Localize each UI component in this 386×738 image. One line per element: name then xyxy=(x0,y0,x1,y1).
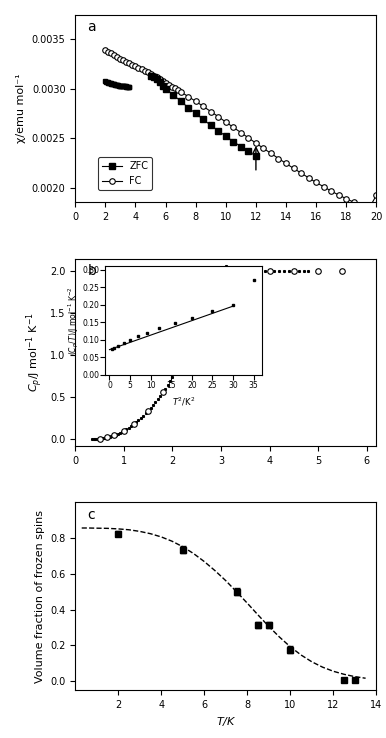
Text: c: c xyxy=(87,508,95,522)
ZFC xyxy=(163,84,168,93)
Line: FC: FC xyxy=(103,47,379,211)
Text: b: b xyxy=(87,264,96,278)
ZFC xyxy=(239,142,243,151)
FC xyxy=(103,45,108,54)
Line: ZFC: ZFC xyxy=(148,73,259,159)
FC xyxy=(175,86,180,94)
ZFC xyxy=(231,137,235,146)
FC xyxy=(374,191,379,200)
Legend: ZFC, FC: ZFC, FC xyxy=(98,157,152,190)
FC xyxy=(157,75,162,83)
Y-axis label: $C_p$/J mol$^{-1}$ K$^{-1}$: $C_p$/J mol$^{-1}$ K$^{-1}$ xyxy=(24,312,45,393)
FC xyxy=(344,194,349,203)
FC xyxy=(239,128,243,137)
ZFC xyxy=(160,81,165,90)
Y-axis label: χ/emu mol⁻¹: χ/emu mol⁻¹ xyxy=(16,74,26,143)
ZFC xyxy=(208,121,213,130)
X-axis label: $T$/K: $T$/K xyxy=(215,715,236,728)
FC xyxy=(223,117,228,126)
ZFC xyxy=(216,126,221,135)
ZFC xyxy=(254,151,258,160)
ZFC xyxy=(171,90,176,99)
ZFC xyxy=(151,72,156,81)
Y-axis label: Volume fraction of frozen spins: Volume fraction of frozen spins xyxy=(35,510,45,683)
ZFC xyxy=(246,147,251,156)
ZFC xyxy=(154,75,159,84)
ZFC xyxy=(186,103,191,112)
FC xyxy=(367,204,371,213)
Text: a: a xyxy=(87,21,96,35)
ZFC xyxy=(148,72,153,80)
ZFC xyxy=(193,109,198,118)
FC xyxy=(115,52,120,61)
ZFC xyxy=(201,115,206,124)
ZFC xyxy=(223,132,228,141)
ZFC xyxy=(157,78,162,87)
ZFC xyxy=(178,97,183,106)
